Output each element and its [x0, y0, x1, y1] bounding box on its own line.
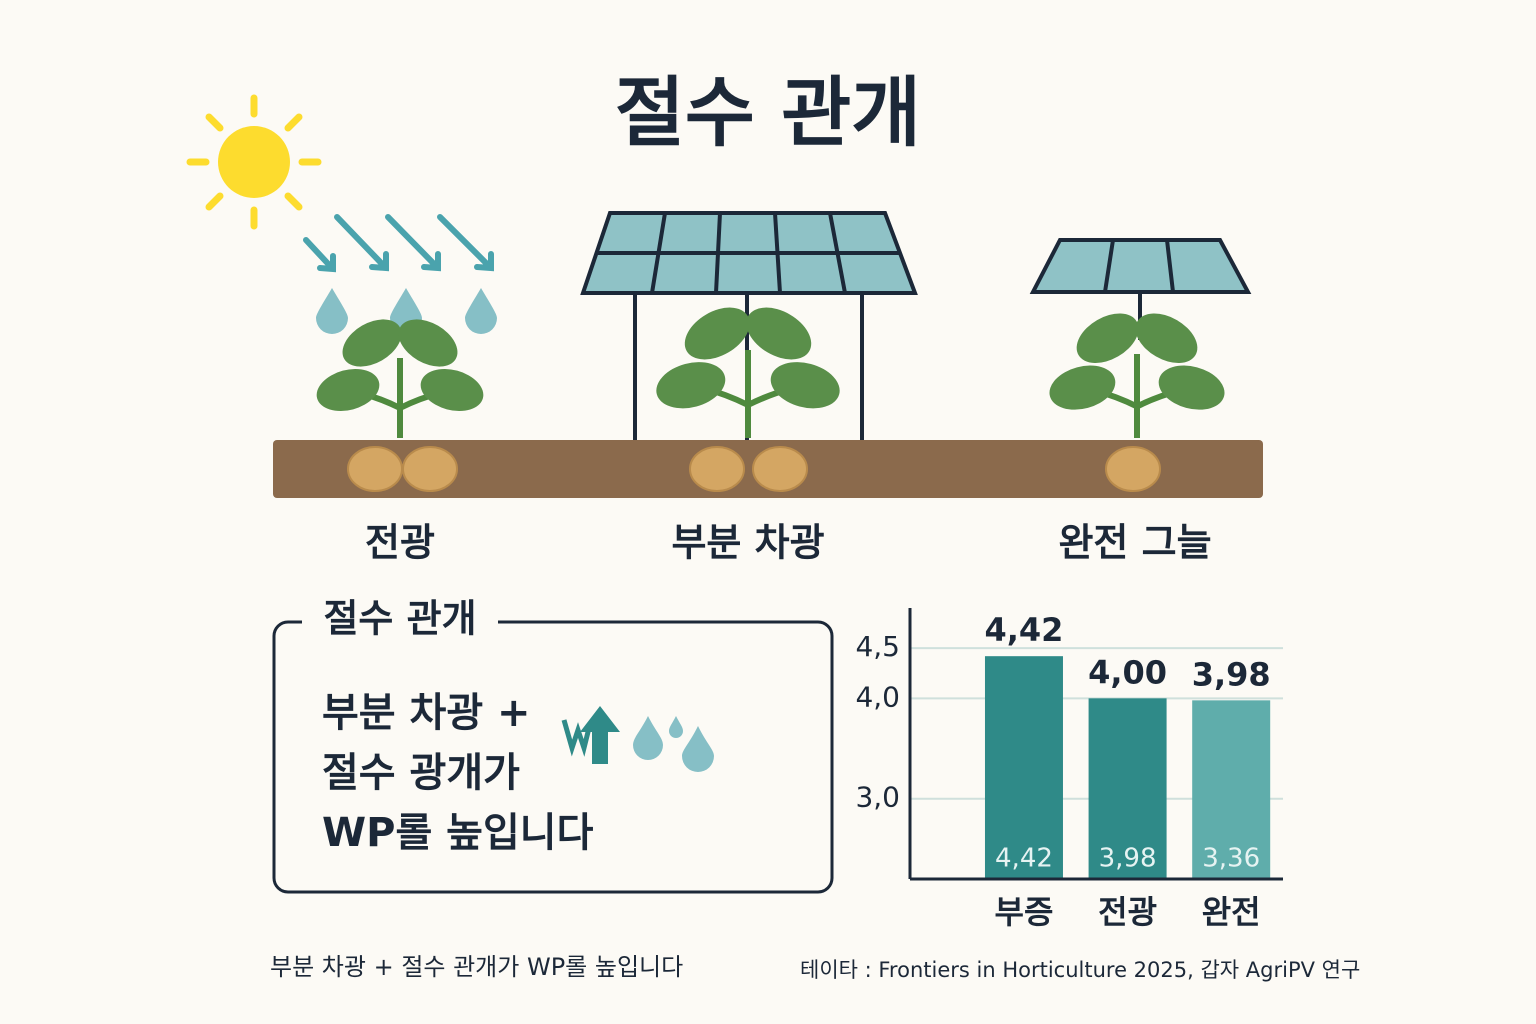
wp-icon	[561, 706, 714, 772]
value-label: 4,00	[1088, 653, 1167, 691]
scene-label: 전광	[365, 521, 435, 565]
value-label: 3,98	[1192, 655, 1271, 693]
value-label: 4,42	[984, 611, 1063, 649]
bar	[984, 656, 1063, 879]
bar	[1088, 698, 1167, 879]
x-tick-label: 완전	[1202, 893, 1261, 931]
inner-value-label: 3,98	[1099, 844, 1157, 874]
leaf	[656, 362, 726, 409]
info-box	[272, 620, 834, 894]
footer-source: 테이타 : Frontiers in Horticulture 2025, 갑자…	[800, 958, 1360, 982]
scene-label: 완전 그늘	[1058, 521, 1211, 565]
box-line: 부분 차광 +	[322, 690, 531, 736]
rays	[303, 214, 494, 273]
potato	[1105, 446, 1161, 492]
leaf	[1076, 313, 1139, 364]
scene-label: 부분 차광	[671, 521, 824, 565]
box-title: 절수 관개	[323, 597, 476, 641]
x-tick-label: 부증	[995, 893, 1054, 931]
leaf	[1135, 313, 1198, 364]
box-line: 절수 광개가	[322, 750, 520, 796]
y-tick-label: 3,0	[855, 781, 900, 814]
leaf	[770, 362, 840, 409]
bar-chart: 4,5 4,0 3,0 4,42 4,42 부증 4,00 3,98 전광 3,98 3,36 완전	[855, 608, 1283, 931]
box-line: WP롤 높입니다	[322, 810, 594, 856]
leaf	[1158, 365, 1225, 410]
leaf	[1049, 365, 1116, 410]
plants	[316, 307, 1225, 492]
potato	[689, 446, 745, 492]
leaf	[684, 307, 750, 360]
leaf	[420, 368, 484, 412]
footer-left: 부분 차광 + 절수 관개가 WP롤 높입니다	[270, 953, 683, 981]
solar-panel-partial	[580, 211, 918, 440]
leaf	[342, 319, 402, 367]
box-title-gap	[302, 600, 498, 644]
bar	[1192, 700, 1271, 879]
x-tick-label: 전광	[1098, 893, 1157, 931]
leaf	[398, 319, 458, 367]
potato	[402, 446, 458, 492]
inner-value-label: 4,42	[995, 844, 1053, 874]
leaf	[316, 368, 380, 412]
potato	[752, 446, 808, 492]
y-tick-label: 4,0	[855, 680, 900, 713]
sun	[186, 94, 322, 230]
leaf	[746, 307, 812, 360]
potato	[347, 446, 403, 492]
inner-value-label: 3,36	[1202, 844, 1260, 874]
y-tick-label: 4,5	[855, 630, 900, 663]
title: 절수 관개	[615, 68, 921, 157]
